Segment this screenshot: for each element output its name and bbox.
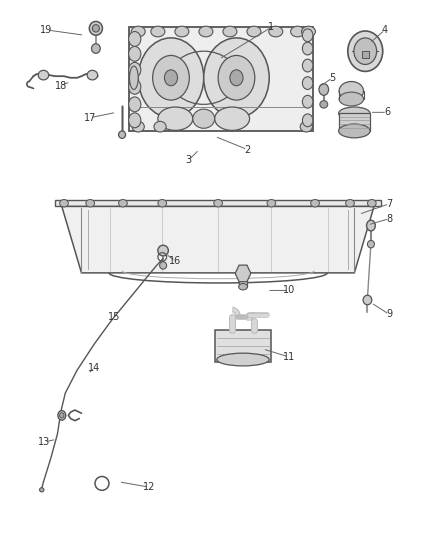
Ellipse shape (204, 38, 269, 118)
Ellipse shape (159, 262, 166, 269)
Ellipse shape (217, 353, 269, 366)
Text: 5: 5 (329, 73, 336, 83)
Ellipse shape (311, 199, 319, 207)
Bar (239, 273, 247, 287)
Ellipse shape (158, 245, 168, 256)
Ellipse shape (230, 70, 243, 86)
Ellipse shape (302, 77, 313, 90)
Text: 8: 8 (386, 214, 392, 224)
Ellipse shape (239, 284, 247, 290)
Ellipse shape (60, 199, 68, 207)
Text: 19: 19 (40, 25, 53, 35)
Polygon shape (55, 200, 381, 206)
Ellipse shape (320, 101, 328, 108)
Ellipse shape (131, 26, 145, 37)
Ellipse shape (348, 31, 383, 71)
Text: 10: 10 (283, 286, 295, 295)
Ellipse shape (339, 107, 370, 120)
Ellipse shape (367, 220, 375, 231)
Ellipse shape (302, 59, 313, 72)
Ellipse shape (129, 46, 141, 61)
Text: 17: 17 (84, 112, 96, 123)
Text: 6: 6 (384, 107, 390, 117)
Ellipse shape (215, 107, 250, 131)
Ellipse shape (267, 199, 276, 207)
Ellipse shape (132, 122, 145, 132)
Text: 3: 3 (185, 155, 191, 165)
Text: 12: 12 (143, 482, 155, 492)
Ellipse shape (158, 107, 193, 131)
Ellipse shape (152, 55, 189, 100)
Ellipse shape (319, 84, 328, 95)
Ellipse shape (339, 124, 370, 138)
Ellipse shape (39, 488, 44, 492)
Ellipse shape (193, 109, 215, 128)
Ellipse shape (302, 114, 313, 127)
Text: 1: 1 (268, 22, 275, 33)
Text: 15: 15 (108, 312, 120, 322)
Ellipse shape (89, 21, 102, 35)
Ellipse shape (290, 26, 304, 37)
Text: 11: 11 (283, 352, 295, 362)
Ellipse shape (301, 26, 315, 37)
Ellipse shape (60, 413, 64, 418)
Text: 2: 2 (244, 144, 251, 155)
Ellipse shape (218, 55, 255, 100)
Ellipse shape (151, 26, 165, 37)
Ellipse shape (154, 122, 166, 132)
Ellipse shape (129, 97, 141, 112)
Polygon shape (62, 206, 374, 273)
Ellipse shape (247, 26, 261, 37)
Ellipse shape (302, 95, 313, 108)
Ellipse shape (129, 79, 141, 94)
Text: 9: 9 (386, 309, 392, 319)
Ellipse shape (130, 66, 138, 90)
Bar (130, 27, 313, 131)
Ellipse shape (175, 26, 189, 37)
Ellipse shape (339, 82, 364, 101)
Ellipse shape (129, 31, 141, 46)
Ellipse shape (92, 44, 100, 53)
Text: 13: 13 (38, 437, 50, 447)
Ellipse shape (87, 70, 98, 80)
Text: 14: 14 (88, 362, 101, 373)
Ellipse shape (302, 42, 313, 55)
Ellipse shape (354, 38, 377, 64)
Text: 16: 16 (169, 256, 181, 266)
Ellipse shape (138, 38, 204, 118)
Ellipse shape (302, 29, 313, 42)
Ellipse shape (339, 92, 364, 106)
Bar (362, 51, 369, 58)
Ellipse shape (214, 199, 223, 207)
Ellipse shape (119, 131, 126, 139)
Ellipse shape (300, 122, 312, 132)
Ellipse shape (119, 199, 127, 207)
Ellipse shape (158, 199, 166, 207)
Ellipse shape (199, 26, 213, 37)
Ellipse shape (363, 295, 372, 305)
Text: 18: 18 (55, 81, 67, 91)
Ellipse shape (58, 410, 66, 420)
Ellipse shape (367, 240, 374, 248)
Text: 4: 4 (382, 25, 388, 35)
Bar (339, 114, 370, 131)
Text: 7: 7 (386, 199, 392, 209)
Ellipse shape (223, 26, 237, 37)
Ellipse shape (38, 70, 49, 80)
Polygon shape (235, 265, 251, 282)
Bar (215, 330, 272, 362)
Ellipse shape (92, 25, 99, 32)
Ellipse shape (164, 70, 177, 86)
Ellipse shape (129, 62, 141, 77)
Ellipse shape (367, 199, 376, 207)
Ellipse shape (129, 113, 141, 128)
Ellipse shape (269, 26, 283, 37)
Ellipse shape (86, 199, 95, 207)
Ellipse shape (346, 199, 354, 207)
